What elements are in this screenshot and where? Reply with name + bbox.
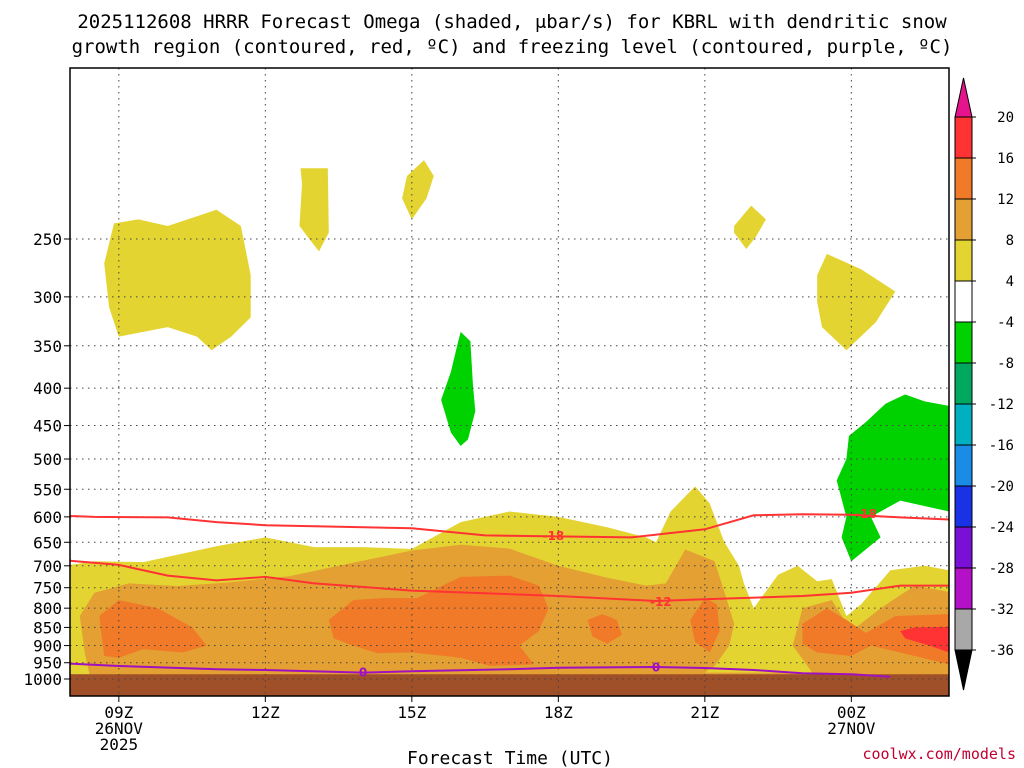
freezing-level-contour-label-2: 0 <box>652 661 660 675</box>
colorbar-bottom-arrow <box>954 649 973 691</box>
yellow-region-4 <box>734 205 766 249</box>
green-region-2 <box>836 394 949 562</box>
colorbar-swatch-5 <box>954 280 973 323</box>
x-tick-label-9-2: 26NOV <box>95 719 144 738</box>
dgz-contour-2-label-1: -12 <box>650 595 672 609</box>
ground-surface <box>70 674 949 696</box>
orange-region-1 <box>99 600 207 658</box>
colorbar-swatch-2 <box>954 157 973 200</box>
colorbar-label-9: -16 <box>989 438 1014 454</box>
colorbar-legend: 20 16 12 8 4 -4 -8 -12 -16 -20 -24 -28 -32 -36 <box>954 77 1014 691</box>
colorbar-label-13: -32 <box>989 602 1014 618</box>
yellow-region-3 <box>402 160 434 220</box>
red-region-1 <box>900 626 949 653</box>
colorbar-label-1: 20 <box>997 110 1014 126</box>
colorbar-label-3: 12 <box>997 192 1014 208</box>
y-tick-label-450: 450 <box>33 417 62 436</box>
y-tick-label-650: 650 <box>33 533 62 552</box>
colorbar-label-14: -36 <box>989 643 1014 659</box>
freezing-level-contour-line <box>70 662 891 678</box>
x-tick-label-24-1: 00Z <box>837 703 866 722</box>
orange-region-4 <box>690 598 720 653</box>
colorbar-label-8: -12 <box>989 397 1014 413</box>
dgz-contour-1-label-2: -18 <box>855 507 877 521</box>
shaded-omega-field <box>70 160 949 679</box>
y-tick-label-950: 950 <box>33 654 62 673</box>
colorbar-label-5: 4 <box>1006 274 1014 290</box>
x-tick-label-21-1: 21Z <box>690 703 719 722</box>
yellow-region-1 <box>104 209 251 351</box>
colorbar-swatch-13 <box>954 608 973 651</box>
y-tick-label-750: 750 <box>33 579 62 598</box>
x-tick-label-15-1: 15Z <box>397 703 426 722</box>
credit-text: coolwx.com/models <box>862 745 1016 763</box>
x-tick-label-18-1: 18Z <box>544 703 573 722</box>
chart-title-line1: 2025112608 HRRR Forecast Omega (shaded, … <box>77 11 947 33</box>
colorbar-label-12: -28 <box>989 561 1014 577</box>
colorbar-swatch-3 <box>954 198 973 241</box>
chart-title-line2: growth region (contoured, red, ºC) and f… <box>72 36 953 58</box>
y-tick-label-850: 850 <box>33 618 62 637</box>
y-tick-label-500: 500 <box>33 450 62 469</box>
colorbar-swatch-7 <box>954 362 973 405</box>
y-tick-label-550: 550 <box>33 480 62 499</box>
colorbar-top-arrow <box>954 77 973 118</box>
colorbar-label-2: 16 <box>997 151 1014 167</box>
green-region-1 <box>441 331 476 446</box>
plot-frame <box>69 67 950 697</box>
temperature-contours: -18 -18 -12 0 0 <box>70 507 949 680</box>
dgz-contour-1-line <box>70 513 949 539</box>
y-axis: 2503003504004505005506006507007508008509… <box>23 230 70 689</box>
colorbar-swatch-1 <box>954 116 973 159</box>
colorbar-label-10: -20 <box>989 479 1014 495</box>
y-tick-label-900: 900 <box>33 637 62 656</box>
y-tick-label-1000: 1000 <box>23 670 62 689</box>
colorbar-label-4: 8 <box>1006 233 1014 249</box>
x-tick-label-24-2: 27NOV <box>827 719 876 738</box>
colorbar-label-11: -24 <box>989 520 1014 536</box>
y-tick-label-400: 400 <box>33 379 62 398</box>
x-tick-label-9-3: 2025 <box>100 735 139 754</box>
dgz-contour-2-line <box>70 559 949 603</box>
colorbar-swatch-4 <box>954 239 973 282</box>
orange-region-5 <box>802 608 949 665</box>
colorbar-swatch-12 <box>954 567 973 610</box>
y-tick-label-800: 800 <box>33 599 62 618</box>
y-tick-label-300: 300 <box>33 288 62 307</box>
freezing-level-contour-label-1: 0 <box>359 666 367 680</box>
x-axis-title: Forecast Time (UTC) <box>407 748 613 768</box>
orange-region-3 <box>587 614 622 644</box>
yellow-region-2 <box>299 168 329 252</box>
colorbar-label-6: -4 <box>997 315 1014 331</box>
colorbar-swatch-10 <box>954 485 973 528</box>
colorbar-swatch-8 <box>954 403 973 446</box>
colorbar-swatch-9 <box>954 444 973 487</box>
y-tick-label-700: 700 <box>33 557 62 576</box>
x-tick-label-12-1: 12Z <box>251 703 280 722</box>
y-tick-label-600: 600 <box>33 508 62 527</box>
orange-region-2 <box>328 575 549 666</box>
colorbar-label-7: -8 <box>997 356 1014 372</box>
yellow-region-5 <box>817 253 896 351</box>
y-tick-label-250: 250 <box>33 230 62 249</box>
colorbar-swatch-6 <box>954 321 973 364</box>
x-tick-label-9-1: 09Z <box>104 703 133 722</box>
colorbar-swatch-11 <box>954 526 973 569</box>
y-tick-label-350: 350 <box>33 337 62 356</box>
dgz-contour-1-label-1: -18 <box>543 529 565 543</box>
